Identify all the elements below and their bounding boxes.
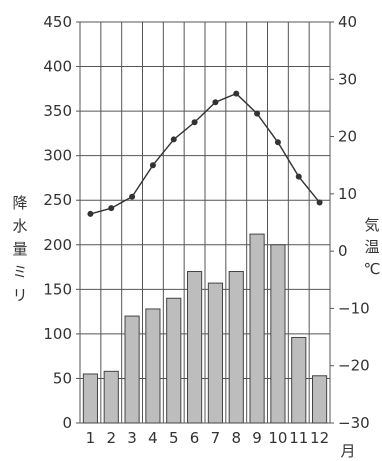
temperature-point bbox=[254, 110, 261, 117]
x-tick-label: 2 bbox=[106, 429, 116, 447]
precipitation-bars bbox=[82, 233, 328, 424]
temperature-polyline bbox=[90, 92, 321, 215]
x-tick-label: 3 bbox=[127, 429, 137, 447]
precipitation-bar bbox=[228, 271, 244, 424]
grid-layer bbox=[76, 21, 334, 424]
y-left-title-char: リ bbox=[12, 286, 27, 304]
y-right-tick-label: 10 bbox=[338, 185, 357, 203]
temperature-point bbox=[316, 199, 323, 206]
precipitation-bar bbox=[291, 336, 307, 424]
y-right-tick-label: 30 bbox=[338, 70, 357, 88]
x-tick-label: 11 bbox=[289, 429, 308, 447]
y-left-title-char: 量 bbox=[12, 240, 27, 258]
precipitation-bar bbox=[207, 282, 223, 424]
y-right-title-char: 温 bbox=[364, 238, 379, 256]
y-left-tick-label: 50 bbox=[53, 369, 72, 387]
y-right-tick-label: −10 bbox=[338, 299, 370, 317]
y-left-tick-label: 450 bbox=[43, 13, 72, 31]
x-tick-label: 4 bbox=[148, 429, 158, 447]
temperature-point bbox=[87, 210, 94, 217]
x-tick-label: 12 bbox=[310, 429, 329, 447]
y-right-title-char: ℃ bbox=[364, 260, 381, 278]
precipitation-bar bbox=[187, 271, 203, 424]
temperature-line bbox=[87, 90, 323, 217]
x-tick-label: 7 bbox=[211, 429, 221, 447]
temperature-point bbox=[108, 205, 115, 212]
temperature-point bbox=[212, 99, 219, 106]
precipitation-bar bbox=[166, 297, 182, 424]
precipitation-bar bbox=[249, 233, 265, 424]
y-left-tick-label: 100 bbox=[43, 325, 72, 343]
y-right-title-char: 気 bbox=[364, 216, 379, 234]
y-right-tick-label: −30 bbox=[338, 414, 370, 432]
precipitation-bar bbox=[124, 315, 140, 424]
y-left-tick-label: 0 bbox=[62, 414, 72, 432]
y-left-tick-label: 350 bbox=[43, 102, 72, 120]
temperature-point bbox=[295, 173, 302, 180]
y-right-tick-label: 0 bbox=[338, 242, 348, 260]
y-left-tick-label: 400 bbox=[43, 58, 72, 76]
precipitation-bar bbox=[103, 370, 119, 424]
precipitation-bar bbox=[145, 308, 161, 424]
precipitation-bar bbox=[82, 373, 99, 424]
x-tick-label: 9 bbox=[252, 429, 262, 447]
tick-labels: 450400350300250200150100500403020100−10−… bbox=[43, 13, 369, 460]
y-left-title-char: 降 bbox=[12, 194, 27, 212]
y-left-tick-label: 150 bbox=[43, 280, 72, 298]
precipitation-bar bbox=[270, 244, 286, 424]
y-left-title-char: 水 bbox=[12, 217, 27, 235]
temperature-point bbox=[129, 193, 136, 200]
y-right-tick-label: −20 bbox=[338, 357, 370, 375]
x-tick-label: 5 bbox=[169, 429, 179, 447]
temperature-point bbox=[274, 139, 281, 146]
temperature-point bbox=[191, 119, 198, 126]
x-tick-label: 10 bbox=[268, 429, 287, 447]
y-left-title-char: ミ bbox=[12, 263, 27, 281]
y-left-tick-label: 300 bbox=[43, 147, 72, 165]
x-unit-label: 月 bbox=[340, 442, 355, 460]
temperature-point bbox=[149, 162, 156, 169]
y-left-tick-label: 200 bbox=[43, 236, 72, 254]
y-right-tick-label: 40 bbox=[338, 13, 357, 31]
x-tick-label: 6 bbox=[190, 429, 200, 447]
y-left-tick-label: 250 bbox=[43, 191, 72, 209]
temperature-point bbox=[170, 136, 177, 143]
x-tick-label: 8 bbox=[231, 429, 241, 447]
temperature-point bbox=[233, 90, 240, 97]
y-right-tick-label: 20 bbox=[338, 128, 357, 146]
x-tick-label: 1 bbox=[86, 429, 96, 447]
precipitation-bar bbox=[312, 375, 328, 424]
